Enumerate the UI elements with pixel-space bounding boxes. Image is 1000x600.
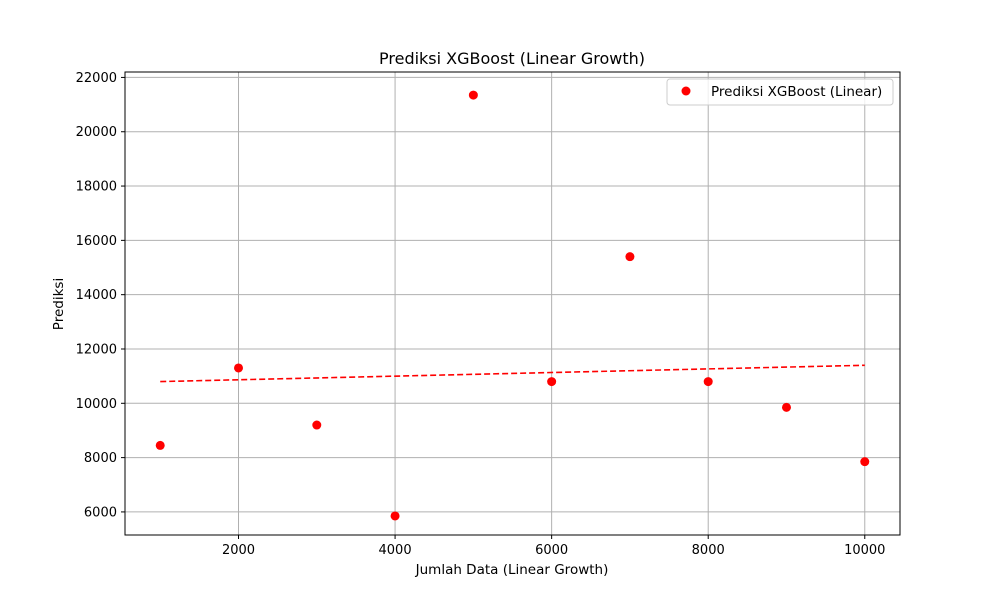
x-tick-label: 2000 [222,543,255,558]
x-tick-label: 10000 [844,543,885,558]
y-tick-label: 12000 [76,342,117,357]
data-point [234,363,244,373]
legend-marker [681,86,691,96]
y-tick-label: 18000 [76,180,117,195]
y-axis-label: Prediksi [51,278,67,330]
data-point [703,377,713,387]
x-tick-label: 6000 [535,543,568,558]
x-tick-label: 4000 [379,543,412,558]
legend: Prediksi XGBoost (Linear) [666,78,894,106]
legend-label: Prediksi XGBoost (Linear) [711,84,882,100]
points-layer [155,90,870,521]
y-axis-ticks: 6000 8000 10000 12000 14000 16000 18000 20000 22… [76,71,125,520]
data-point [155,440,165,450]
y-tick-label: 8000 [84,451,117,466]
y-tick-label: 6000 [84,505,117,520]
y-tick-label: 14000 [76,288,117,303]
data-point [860,457,870,467]
y-tick-label: 10000 [76,397,117,412]
plot-area-frame [124,71,901,536]
data-point [781,402,791,412]
trend-line [160,364,865,383]
y-tick-label: 20000 [76,125,117,140]
data-point [390,511,400,521]
data-point [625,252,635,262]
trend-line-layer [160,364,865,383]
x-tick-label: 8000 [692,543,725,558]
y-tick-label: 22000 [76,71,117,86]
grid [125,72,900,535]
x-axis-label: Jumlah Data (Linear Growth) [415,562,609,578]
data-point [312,420,322,430]
legend-box [666,78,894,106]
data-point [468,90,478,100]
chart-title: Prediksi XGBoost (Linear Growth) [379,49,645,68]
y-tick-label: 16000 [76,234,117,249]
x-axis-ticks: 2000 4000 6000 8000 10000 [222,535,885,558]
data-point [547,377,557,387]
